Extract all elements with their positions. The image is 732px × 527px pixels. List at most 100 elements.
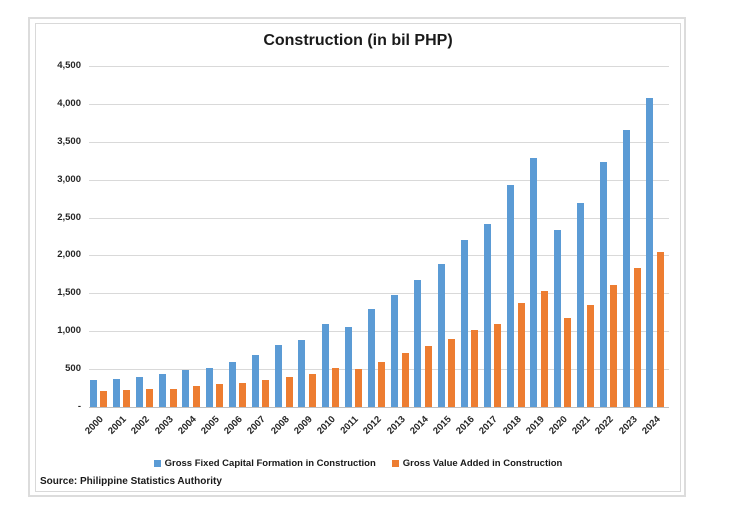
bar-gva-2018 [517, 303, 525, 407]
bar-gva-2017 [494, 324, 502, 407]
bar-gfcf-2013 [391, 295, 399, 407]
legend-swatch-gva-icon [391, 460, 399, 467]
bar-gva-2023 [633, 268, 641, 407]
y-axis-tick-label: 1,500 [57, 287, 81, 299]
gridline [89, 331, 669, 332]
legend-label-gva: Gross Value Added in Construction [402, 458, 563, 469]
y-axis-tick-label: 2,000 [57, 249, 81, 261]
x-axis-year-label: 2004 [175, 414, 199, 437]
x-axis-year-label: 2023 [616, 414, 640, 437]
bar-gva-2002 [146, 389, 154, 407]
x-axis-year-label: 2002 [129, 414, 153, 437]
bar-gfcf-2010 [321, 324, 329, 407]
chart-area: Construction (in bil PHP) 4,500 4,000 3,50… [35, 23, 681, 492]
legend-label-gfcf: Gross Fixed Capital Formation in Constru… [164, 458, 376, 469]
y-axis-tick-label: 500 [65, 363, 81, 375]
bar-gfcf-2002 [135, 377, 143, 407]
bar-gfcf-2006 [228, 362, 236, 407]
bar-gva-2022 [610, 285, 618, 407]
x-axis-year-label: 2021 [570, 414, 593, 437]
bar-gva-2006 [239, 383, 247, 407]
x-axis-year-label: 2010 [315, 414, 338, 437]
bar-gfcf-2022 [599, 162, 607, 407]
bar-gfcf-2023 [623, 130, 631, 407]
bar-gfcf-2009 [298, 340, 306, 407]
x-axis-year-label: 2014 [407, 414, 431, 437]
y-axis-tick-label: 3,500 [57, 135, 81, 147]
bar-gfcf-2017 [483, 224, 491, 407]
bar-gfcf-2018 [507, 185, 515, 407]
bar-gva-2001 [123, 390, 131, 407]
bar-gfcf-2004 [182, 370, 190, 407]
bar-gfcf-2021 [576, 203, 584, 407]
legend-item-gva: Gross Value Added in Construction [391, 458, 563, 469]
gridline [89, 293, 669, 294]
y-axis-tick-label: 1,000 [57, 325, 81, 337]
bar-gva-2013 [401, 353, 409, 407]
chart-title: Construction (in bil PHP) [263, 32, 453, 49]
gridline [89, 66, 669, 67]
bar-gfcf-2005 [205, 368, 213, 407]
x-axis-year-label: 2015 [431, 414, 454, 437]
gridline [89, 180, 669, 181]
x-axis-year-label: 2006 [222, 414, 245, 437]
bar-gfcf-2024 [646, 98, 654, 407]
bar-gfcf-2012 [367, 309, 375, 407]
x-axis-year-label: 2011 [338, 414, 361, 437]
x-axis-year-label: 2012 [361, 414, 385, 437]
y-axis-tick-label: 2,500 [57, 211, 81, 223]
x-axis-line [89, 407, 669, 408]
x-axis-year-label: 2000 [83, 414, 106, 437]
plot-area [89, 66, 669, 408]
legend: Gross Fixed Capital Formation in Constru… [36, 458, 680, 469]
bar-gva-2008 [285, 377, 293, 407]
bar-gfcf-2001 [112, 379, 120, 407]
bar-gfcf-2011 [344, 327, 352, 407]
bar-gva-2016 [471, 330, 479, 407]
gridline [89, 142, 669, 143]
bar-gva-2019 [540, 291, 548, 407]
x-axis-year-label: 2001 [106, 414, 129, 437]
legend-item-gfcf: Gross Fixed Capital Formation in Constru… [153, 458, 376, 469]
legend-swatch-gfcf-icon [153, 460, 161, 467]
bar-gfcf-2000 [89, 380, 97, 407]
source-note: Source: Philippine Statistics Authority [40, 476, 222, 487]
y-axis-tick-label: 4,000 [57, 97, 81, 109]
y-axis-tick-label: - [77, 401, 81, 412]
bar-gva-2021 [587, 305, 595, 407]
bar-gva-2011 [355, 369, 363, 407]
gridline [89, 104, 669, 105]
x-axis-year-label: 2007 [245, 414, 269, 437]
bar-gva-2010 [332, 368, 339, 407]
bar-gfcf-2016 [460, 240, 468, 407]
x-axis-year-label: 2008 [268, 414, 292, 437]
bar-gva-2020 [564, 318, 571, 407]
x-axis-year-label: 2024 [639, 414, 663, 437]
gridline [89, 218, 669, 219]
y-axis-tick-label: 3,000 [57, 173, 81, 185]
x-axis-year-label: 2005 [199, 414, 222, 437]
bar-gva-2000 [100, 391, 107, 407]
x-axis-year-label: 2022 [593, 414, 617, 437]
bar-gva-2003 [169, 389, 177, 407]
bar-gfcf-2015 [437, 264, 445, 407]
x-axis-year-label: 2019 [523, 414, 547, 437]
bar-gfcf-2007 [251, 355, 259, 407]
x-axis-year-label: 2016 [454, 414, 477, 437]
x-axis-year-label: 2003 [152, 414, 176, 437]
bar-gva-2004 [192, 386, 200, 407]
bar-gva-2014 [424, 346, 432, 407]
x-axis-year-label: 2009 [291, 414, 315, 437]
bar-gfcf-2014 [414, 280, 422, 407]
bar-gva-2015 [448, 339, 455, 407]
bar-gva-2024 [656, 252, 664, 407]
bar-gva-2012 [378, 362, 386, 407]
x-axis-year-label: 2018 [500, 414, 524, 437]
x-axis-year-label: 2017 [477, 414, 501, 437]
bar-gva-2009 [308, 374, 316, 407]
bar-gfcf-2003 [159, 374, 167, 407]
bar-gfcf-2020 [553, 230, 561, 407]
y-axis-tick-label: 4,500 [57, 60, 81, 71]
x-axis-year-label: 2020 [547, 414, 570, 437]
gridline [89, 255, 669, 256]
